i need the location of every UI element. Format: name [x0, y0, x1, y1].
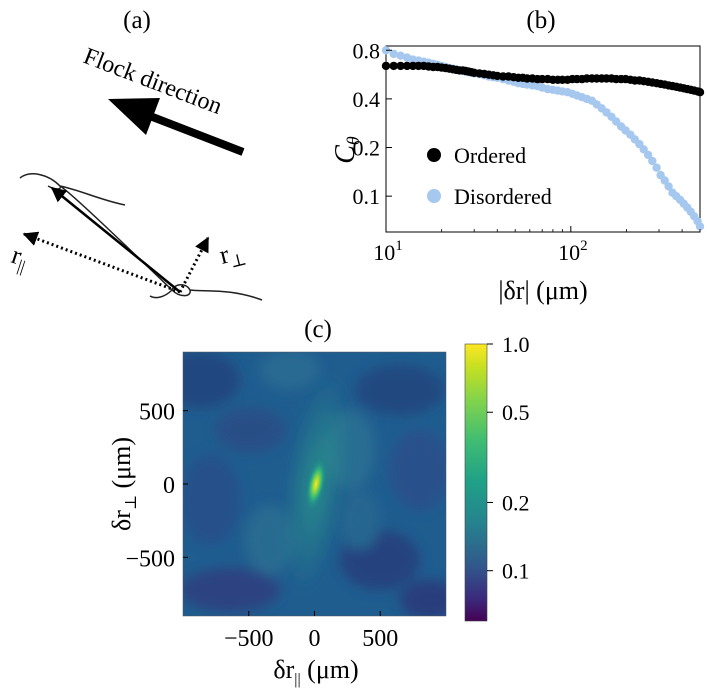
- plot-b-points: [381, 46, 705, 231]
- plot-b-ytick-label: 0.1: [353, 184, 381, 209]
- legend-label-disordered: Disordered: [454, 184, 552, 209]
- r-parallel-arrow: [22, 231, 181, 294]
- ordered-point: [402, 61, 412, 71]
- plot-b-y-ticks: 0.1 0.2 0.4 0.8: [353, 38, 392, 209]
- flock-direction-arrow-shaft: [148, 112, 245, 156]
- heatmap-ytick-label: −500: [125, 546, 175, 572]
- plot-b-ylabel: Cθ: [330, 136, 363, 164]
- r-perp-arrow: [178, 236, 210, 293]
- legend-label-ordered: Ordered: [454, 143, 526, 168]
- plot-b-xtick-label: 101: [373, 238, 403, 265]
- cell-outline: [19, 173, 263, 301]
- colorbar-tick-label: 0.1: [502, 559, 530, 584]
- r-perp-label: r⊥: [216, 236, 248, 274]
- ordered-point: [381, 61, 391, 71]
- colorbar-tick-label: 0.5: [502, 400, 530, 425]
- panel-b-chart: 0.1 0.2 0.4 0.8 101 102 Cθ |δr| (μm) Ordered…: [330, 38, 705, 305]
- flock-direction-arrowhead: [108, 98, 160, 135]
- plot-b-ytick-label: 0.8: [353, 38, 381, 63]
- panel-a-schematic: Flock direction r|| r⊥: [7, 43, 263, 301]
- colorbar-tick-label: 1.0: [502, 332, 530, 357]
- panel-label-b: (b): [526, 7, 555, 34]
- plot-b-legend: Ordered Disordered: [427, 143, 552, 209]
- ordered-point: [695, 88, 705, 97]
- disordered-point: [664, 182, 673, 191]
- heatmap-x-ticks: −500 0 500: [224, 611, 398, 652]
- panel-label-c: (c): [304, 316, 332, 343]
- heatmap-ylabel: δr⊥ (μm): [107, 437, 140, 531]
- heatmap-xlabel: δr|| (μm): [273, 655, 358, 688]
- plot-b-x-ticks: 101 102: [373, 226, 701, 265]
- colorbar-ticks: 1.0 0.5 0.2 0.1: [487, 332, 530, 584]
- plot-b-ytick-label: 0.4: [353, 87, 381, 112]
- disordered-point: [643, 150, 653, 160]
- disordered-point: [389, 49, 398, 59]
- heatmap-ytick-label: 0: [163, 473, 175, 499]
- heatmap-ytick-label: 500: [139, 400, 175, 426]
- colorbar-tick-label: 0.2: [502, 490, 530, 515]
- heatmap-xtick-label: −500: [224, 626, 274, 652]
- heatmap-xtick-label: 0: [309, 626, 321, 652]
- heatmap-y-ticks: 500 0 −500: [125, 400, 188, 572]
- ordered-point: [389, 61, 398, 71]
- velocity-arrow: [50, 187, 181, 293]
- colorbar: [464, 343, 488, 622]
- plot-b-frame: [385, 45, 701, 233]
- ordered-point: [396, 61, 405, 71]
- heatmap-image: [183, 352, 446, 616]
- disordered-point: [648, 156, 657, 166]
- plot-b-xlabel: |δr| (μm): [498, 276, 587, 305]
- heatmap-peak: [305, 458, 327, 510]
- r-parallel-label: r||: [7, 240, 32, 276]
- panel-label-a: (a): [123, 7, 151, 34]
- disordered-point: [396, 51, 405, 60]
- panel-c-heatmap: −500 0 500 500 0 −500 δr|| (μm) δr⊥ (μm) 1.0…: [107, 332, 530, 688]
- disordered-point: [652, 163, 661, 172]
- plot-b-xtick-label: 102: [558, 238, 588, 265]
- legend-marker-ordered: [427, 148, 441, 162]
- disordered-point: [660, 176, 669, 185]
- heatmap-xtick-label: 500: [362, 626, 398, 652]
- plot-b-ytick-label: 0.2: [353, 136, 381, 161]
- disordered-point: [695, 222, 705, 231]
- legend-marker-disordered: [427, 189, 441, 203]
